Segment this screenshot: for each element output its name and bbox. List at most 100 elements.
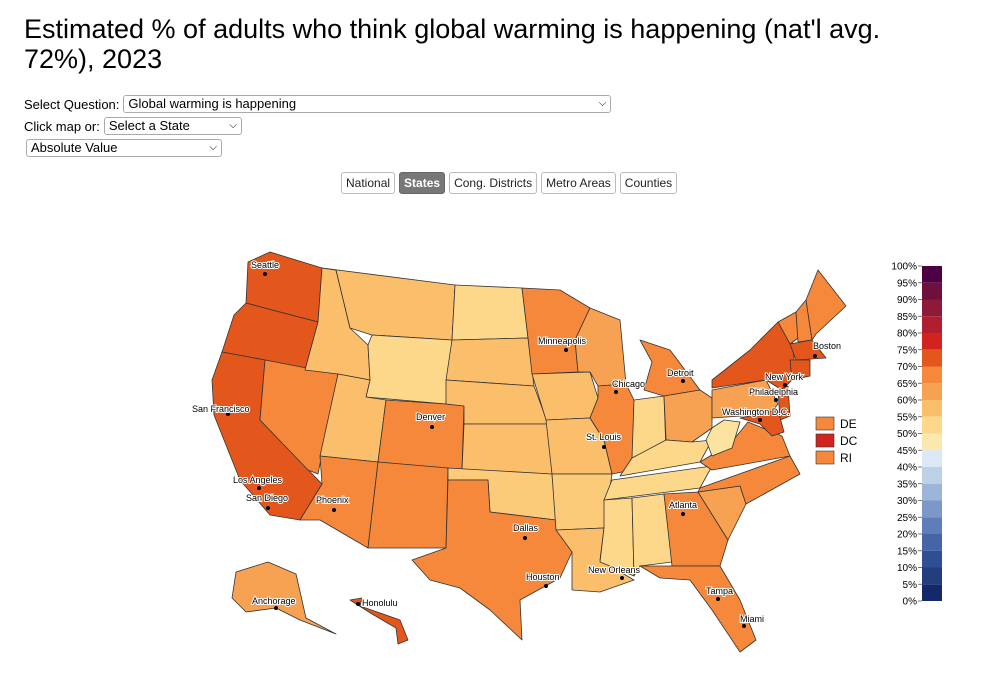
legend-swatch [922, 550, 942, 568]
state-AK[interactable] [231, 561, 337, 635]
small-state-label-de: DE [840, 417, 857, 431]
state-IL[interactable] [589, 383, 635, 475]
legend-label: 60% [897, 396, 917, 407]
city-marker [716, 597, 720, 601]
city-label: Minneapolis [538, 336, 587, 346]
city-marker [564, 348, 568, 352]
legend-swatch [922, 282, 942, 300]
city-marker [614, 390, 618, 394]
state-select[interactable]: Select a State ⌵ [103, 117, 242, 135]
chevron-down-icon: ⌵ [209, 142, 217, 153]
tab-cong-districts[interactable]: Cong. Districts [449, 172, 538, 194]
mode-row: Absolute Value ⌵ [26, 139, 222, 157]
tab-national[interactable]: National [341, 172, 396, 194]
city-seattle: Seattle [250, 259, 280, 276]
city-new-orleans: New Orleans [587, 564, 642, 580]
city-st-louis: St. Louis [585, 431, 623, 449]
legend-swatch [922, 584, 942, 601]
mode-select[interactable]: Absolute Value ⌵ [26, 139, 222, 157]
city-anchorage: Anchorage [251, 595, 297, 610]
city-marker [742, 624, 746, 628]
state-NJ[interactable] [777, 385, 791, 421]
chevron-down-icon: ⌵ [598, 98, 607, 109]
legend-label: 35% [897, 479, 917, 490]
legend-swatch [922, 534, 942, 551]
city-denver: Denver [415, 411, 446, 429]
city-label: Los Angeles [233, 475, 283, 485]
state-TX[interactable] [411, 479, 573, 641]
tab-states[interactable]: States [399, 172, 446, 194]
city-dallas: Dallas [512, 522, 540, 540]
city-label: Anchorage [252, 596, 296, 606]
city-label: Miami [740, 614, 764, 624]
city-marker [774, 398, 778, 402]
legend-swatch [922, 349, 942, 367]
legend-label: 0% [903, 597, 918, 608]
small-state-swatch-de[interactable] [815, 416, 835, 431]
legend-label: 45% [897, 446, 917, 457]
legend-swatch [922, 366, 942, 384]
state-ME[interactable] [805, 269, 847, 341]
state-AL[interactable] [631, 493, 673, 577]
city-houston: Houston [525, 571, 561, 588]
state-CT[interactable] [789, 359, 811, 381]
city-minneapolis: Minneapolis [537, 335, 588, 352]
city-washington-d-c-: Washington D.C. [721, 406, 791, 422]
city-marker [263, 272, 267, 276]
legend-swatch [922, 450, 942, 467]
state-MD[interactable] [739, 409, 785, 437]
tab-metro-areas[interactable]: Metro Areas [541, 172, 616, 194]
state-FL[interactable] [639, 565, 757, 653]
legend-swatch [922, 467, 942, 484]
question-select[interactable]: Global warming is happening ⌵ [123, 95, 612, 113]
city-tampa: Tampa [705, 585, 734, 601]
city-marker [274, 606, 278, 610]
legend-label: 5% [903, 580, 918, 591]
question-label: Select Question: [24, 96, 120, 112]
state-HI[interactable] [349, 597, 409, 645]
state-GA[interactable] [663, 491, 729, 567]
city-label: New Orleans [588, 565, 641, 575]
city-label: San Diego [246, 493, 288, 503]
legend-label: 50% [897, 429, 917, 440]
city-atlanta: Atlanta [668, 499, 698, 516]
city-marker [226, 412, 230, 416]
question-select-value: Global warming is happening [128, 96, 297, 111]
state-AR[interactable] [551, 473, 613, 531]
city-label: Atlanta [669, 500, 697, 510]
state-select-value: Select a State [108, 118, 190, 133]
city-miami: Miami [739, 613, 765, 628]
city-marker [813, 354, 817, 358]
city-label: Honolulu [362, 598, 398, 608]
state-WY[interactable] [365, 334, 453, 405]
state-ND[interactable] [451, 284, 529, 341]
legend-label: 30% [897, 496, 917, 507]
city-label: Chicago [612, 379, 645, 389]
city-marker [430, 425, 434, 429]
small-state-label-ri: RI [840, 451, 852, 465]
state-WV[interactable] [705, 419, 741, 457]
mode-select-value: Absolute Value [31, 140, 118, 155]
state-SD[interactable] [445, 337, 535, 387]
legend-label: 90% [897, 295, 917, 306]
legend-label: 65% [897, 379, 917, 390]
city-san-diego: San Diego [245, 492, 289, 510]
small-state-swatch-dc[interactable] [815, 433, 835, 448]
state-MA[interactable] [789, 339, 827, 361]
state-MS[interactable] [599, 497, 635, 577]
city-label: New York [765, 372, 804, 382]
legend-swatch [922, 299, 942, 317]
state-NM[interactable] [367, 461, 449, 549]
page-title: Estimated % of adults who think global w… [24, 14, 881, 74]
state-row: Click map or: Select a State ⌵ [24, 117, 242, 135]
city-label: Dallas [513, 523, 539, 533]
tab-counties[interactable]: Counties [619, 172, 678, 194]
small-state-swatch-ri[interactable] [815, 450, 835, 465]
state-KS[interactable] [461, 423, 553, 475]
city-honolulu: Honolulu [356, 597, 399, 609]
state-CO[interactable] [377, 399, 465, 471]
state-OH[interactable] [663, 389, 713, 443]
city-marker [602, 445, 606, 449]
city-los-angeles: Los Angeles [232, 474, 284, 490]
